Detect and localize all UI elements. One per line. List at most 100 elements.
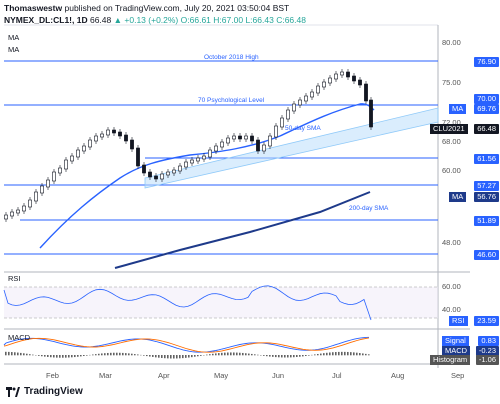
macd-bar (56, 355, 58, 358)
candle-body (214, 145, 218, 152)
candle-body (340, 71, 344, 76)
macd-bar (338, 351, 340, 356)
candle-body (208, 149, 212, 158)
macd-bar (155, 355, 157, 358)
macd-bar (305, 355, 307, 357)
symbol-name[interactable]: NYMEX_DL:CL1!, 1D (4, 15, 88, 25)
macd-bar (239, 352, 241, 356)
macd-bar (50, 355, 52, 358)
brand-logo[interactable]: TradingView (6, 386, 83, 397)
macd-bar (236, 352, 238, 356)
macd-bar (164, 355, 166, 359)
macd-bar (248, 353, 250, 356)
macd-bar (365, 353, 367, 356)
macd-bar (5, 351, 7, 356)
candlestick-series (4, 69, 373, 222)
macd-bar (191, 355, 193, 358)
candle-body (106, 129, 110, 136)
candle-body (369, 99, 373, 128)
macd-bar (335, 352, 337, 356)
annotation-october-high: October 2018 High (204, 54, 259, 61)
candle-body (358, 79, 362, 86)
last-symbol-tag: CLU2021 (430, 124, 468, 134)
macd-bar (212, 353, 214, 356)
macd-bar (23, 353, 25, 356)
candle-body (172, 169, 176, 174)
macd-bar (143, 355, 145, 356)
price-tick: 80.00 (442, 38, 461, 47)
macd-bar (227, 352, 229, 356)
level-tag-7690: 76.90 (474, 57, 499, 67)
candle-body (100, 133, 104, 138)
candle-body (160, 173, 164, 180)
ohlc-low: L:66.43 (245, 15, 274, 25)
macd-bar (251, 353, 253, 356)
macd-bar (14, 352, 16, 356)
month-tick: Aug (391, 371, 405, 380)
candle-body (166, 171, 170, 176)
macd-bar (53, 355, 55, 358)
macd-label[interactable]: MACD (8, 333, 31, 342)
macd-bar (329, 352, 331, 356)
macd-bar (11, 352, 13, 356)
macd-bar (320, 353, 322, 356)
ma-indicator-2[interactable]: MA (8, 45, 20, 54)
candle-body (226, 137, 230, 144)
month-tick: Sep (451, 371, 465, 380)
candle-body (154, 175, 158, 180)
month-tick: Apr (158, 371, 170, 380)
macd-bar (293, 355, 295, 358)
macd-bar (110, 352, 112, 356)
candle-body (334, 73, 338, 80)
macd-bar (263, 355, 265, 356)
candle-body (298, 99, 302, 106)
ohlc-open: O:66.61 (180, 15, 211, 25)
publish-info: published on TradingView.com, July 20, 2… (64, 3, 290, 13)
macd-bar (257, 354, 259, 356)
macd-bar (359, 353, 361, 356)
macd-bar (215, 353, 217, 356)
author-name[interactable]: Thomaswestw (4, 3, 63, 13)
rsi-label[interactable]: RSI (8, 274, 21, 283)
macd-bar (137, 354, 139, 356)
macd-bar (323, 353, 325, 356)
macd-bar (314, 354, 316, 356)
candle-body (238, 135, 242, 140)
candle-body (178, 165, 182, 172)
price-tick: 75.00 (442, 78, 461, 87)
macd-bar (26, 353, 28, 356)
level-tag-4660: 46.60 (474, 250, 499, 260)
month-tick: Mar (99, 371, 112, 380)
macd-bar (254, 354, 256, 356)
ma-tag-label: MA (449, 104, 467, 114)
macd-bar (86, 355, 88, 356)
macd-bar (104, 353, 106, 356)
macd-bar (266, 355, 268, 357)
macd-bar (278, 355, 280, 358)
candle-body (322, 81, 326, 88)
candle-body (118, 131, 122, 137)
macd-signal-label: Signal (442, 336, 469, 346)
macd-bar (167, 355, 169, 359)
candle-body (76, 149, 80, 158)
level-tag-6156: 61.56 (474, 154, 499, 164)
macd-bar (299, 355, 301, 357)
macd-bar (206, 354, 208, 356)
ma-indicator-1[interactable]: MA (8, 33, 20, 42)
macd-bar (113, 352, 115, 356)
macd-bar (128, 353, 130, 356)
sma50-line (39, 103, 375, 249)
price-tick: 60.00 (442, 166, 461, 175)
month-tick: Jul (332, 371, 342, 380)
macd-bar (170, 355, 172, 359)
macd-bar (8, 351, 10, 356)
macd-bar (131, 353, 133, 356)
month-tick: Jun (272, 371, 285, 380)
macd-bar (350, 352, 352, 356)
candle-body (82, 145, 86, 152)
last-price: 66.48 (89, 15, 112, 25)
macd-bar (272, 355, 274, 357)
candle-body (268, 135, 272, 147)
macd-bar (161, 355, 163, 358)
